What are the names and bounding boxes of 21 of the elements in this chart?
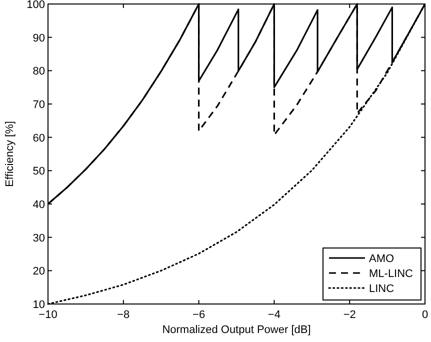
y-tick-label: 10: [32, 299, 45, 311]
y-tick-label: 40: [32, 199, 45, 211]
legend-label: LINC: [369, 283, 394, 295]
legend-label: AMO: [369, 253, 394, 265]
x-tick-label: −6: [192, 309, 206, 321]
legend-label: ML-LINC: [369, 268, 414, 280]
x-tick-label: −4: [268, 309, 280, 321]
y-tick-label: 70: [32, 99, 45, 111]
x-tick-label: 0: [422, 309, 428, 321]
y-tick-label: 50: [32, 166, 45, 178]
x-tick-label: −10: [38, 309, 58, 321]
y-tick-label: 90: [32, 32, 45, 44]
y-tick-label: 30: [32, 232, 45, 244]
x-tick-label: −8: [117, 309, 130, 321]
y-tick-label: 100: [26, 0, 45, 11]
y-tick-label: 20: [32, 266, 45, 278]
x-axis-title: Normalized Output Power [dB]: [162, 324, 311, 336]
y-tick-label: 60: [32, 132, 45, 144]
y-tick-label: 80: [32, 66, 45, 78]
x-tick-label: −2: [343, 309, 356, 321]
y-axis-title: Efficiency [%]: [4, 121, 16, 187]
